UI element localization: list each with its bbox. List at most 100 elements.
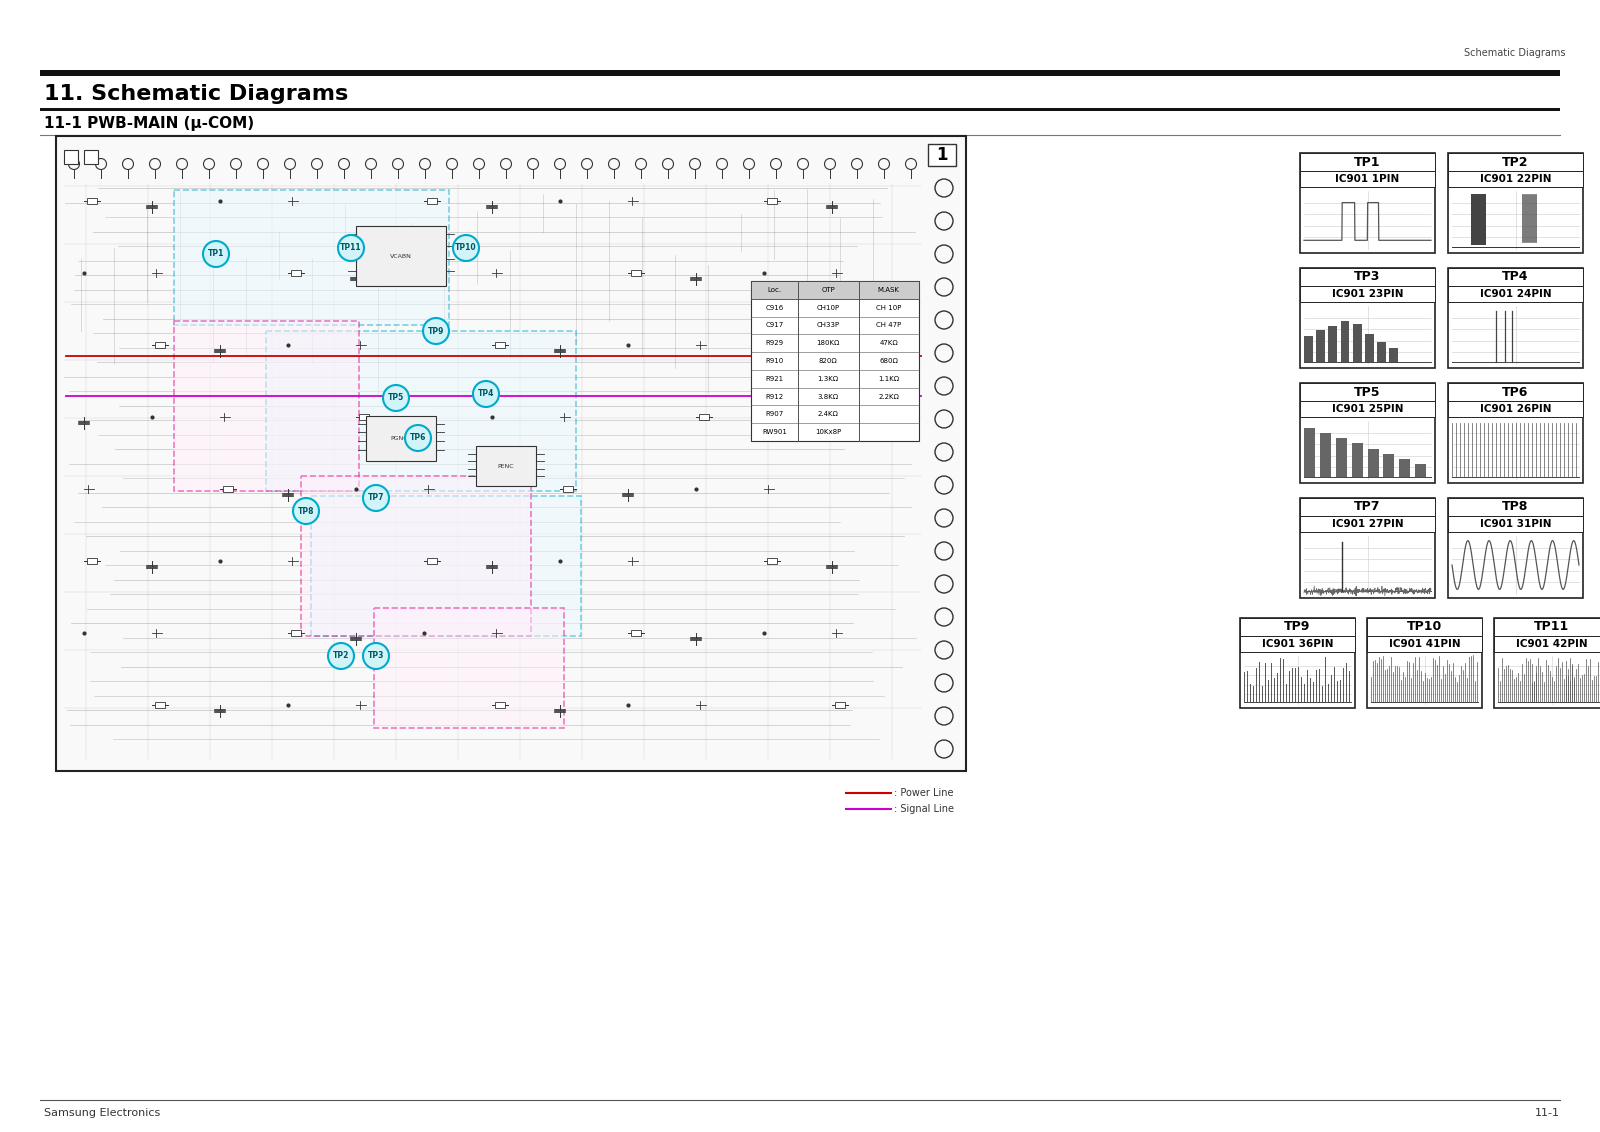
Bar bbox=[1448, 153, 1582, 171]
Bar bbox=[1448, 516, 1582, 532]
Bar bbox=[40, 108, 1560, 111]
Text: TP7: TP7 bbox=[1354, 500, 1381, 514]
Text: R907: R907 bbox=[765, 411, 784, 418]
Bar bbox=[1341, 321, 1349, 362]
Bar bbox=[835, 702, 845, 708]
Circle shape bbox=[453, 235, 478, 261]
Text: 2.4KΩ: 2.4KΩ bbox=[818, 411, 838, 418]
Bar bbox=[1240, 618, 1355, 636]
Bar bbox=[155, 342, 165, 348]
Circle shape bbox=[293, 498, 318, 524]
Text: IC901 22PIN: IC901 22PIN bbox=[1480, 174, 1552, 185]
Text: IC901 1PIN: IC901 1PIN bbox=[1336, 174, 1400, 185]
Text: IC901 31PIN: IC901 31PIN bbox=[1480, 518, 1552, 529]
Bar bbox=[86, 198, 98, 204]
Bar bbox=[1448, 171, 1582, 187]
Text: CH33P: CH33P bbox=[816, 323, 840, 328]
Bar bbox=[291, 271, 301, 276]
Bar bbox=[1299, 153, 1435, 171]
Text: TP7: TP7 bbox=[368, 494, 384, 503]
Text: R910: R910 bbox=[765, 358, 784, 365]
Bar bbox=[1448, 498, 1582, 516]
Circle shape bbox=[203, 241, 229, 267]
Bar bbox=[355, 226, 446, 286]
Text: 680Ω: 680Ω bbox=[880, 358, 898, 365]
Circle shape bbox=[363, 643, 389, 669]
Text: IC901 27PIN: IC901 27PIN bbox=[1331, 518, 1403, 529]
Text: : Signal Line: : Signal Line bbox=[894, 804, 954, 814]
Bar bbox=[1328, 326, 1338, 362]
Text: C916: C916 bbox=[765, 305, 784, 310]
Bar bbox=[83, 151, 98, 164]
Bar bbox=[86, 558, 98, 564]
Bar bbox=[750, 281, 918, 441]
Bar bbox=[1366, 636, 1482, 652]
Text: M.ASK: M.ASK bbox=[878, 286, 899, 293]
Text: TP3: TP3 bbox=[1354, 271, 1381, 283]
Bar bbox=[1378, 342, 1386, 362]
Bar bbox=[630, 631, 642, 636]
Text: 1.3KΩ: 1.3KΩ bbox=[818, 376, 838, 381]
Bar bbox=[1366, 618, 1482, 708]
Bar bbox=[1384, 454, 1395, 477]
Text: C917: C917 bbox=[765, 323, 784, 328]
Bar bbox=[1299, 383, 1435, 401]
Bar bbox=[1414, 464, 1426, 477]
Bar bbox=[1448, 268, 1582, 286]
Text: TP8: TP8 bbox=[1502, 500, 1528, 514]
Bar bbox=[64, 151, 78, 164]
Bar bbox=[1368, 448, 1379, 477]
Bar bbox=[310, 496, 581, 636]
Bar bbox=[563, 486, 573, 492]
Circle shape bbox=[338, 235, 365, 261]
Bar bbox=[174, 190, 450, 325]
Bar bbox=[40, 70, 1560, 76]
Text: TP3: TP3 bbox=[368, 652, 384, 660]
Text: CH 47P: CH 47P bbox=[877, 323, 901, 328]
Text: 11-1 PWB-MAIN (μ-COM): 11-1 PWB-MAIN (μ-COM) bbox=[45, 115, 254, 131]
Text: R912: R912 bbox=[765, 394, 784, 400]
Text: TP11: TP11 bbox=[1534, 620, 1570, 634]
Bar bbox=[1299, 286, 1435, 302]
Text: 820Ω: 820Ω bbox=[819, 358, 838, 365]
Bar bbox=[1240, 618, 1355, 708]
Bar bbox=[766, 558, 778, 564]
Text: 2.2KΩ: 2.2KΩ bbox=[878, 394, 899, 400]
Text: 47KΩ: 47KΩ bbox=[880, 341, 898, 346]
Text: IC901 26PIN: IC901 26PIN bbox=[1480, 404, 1552, 414]
Text: Schematic Diagrams: Schematic Diagrams bbox=[1464, 48, 1565, 58]
Text: R929: R929 bbox=[765, 341, 784, 346]
Bar bbox=[1352, 444, 1363, 477]
Bar bbox=[1299, 498, 1435, 516]
Bar bbox=[427, 558, 437, 564]
Text: PGNCE: PGNCE bbox=[390, 436, 411, 441]
Text: 11-1: 11-1 bbox=[1534, 1108, 1560, 1118]
Circle shape bbox=[363, 484, 389, 511]
Text: TP9: TP9 bbox=[1285, 620, 1310, 634]
Bar bbox=[1299, 401, 1435, 417]
Bar bbox=[1304, 336, 1314, 362]
Text: 11. Schematic Diagrams: 11. Schematic Diagrams bbox=[45, 84, 349, 104]
Bar bbox=[494, 342, 506, 348]
Text: TP11: TP11 bbox=[341, 243, 362, 252]
Bar bbox=[374, 608, 563, 728]
Bar bbox=[266, 331, 576, 491]
Bar bbox=[477, 446, 536, 486]
Text: CH10P: CH10P bbox=[816, 305, 840, 310]
Bar bbox=[1448, 498, 1582, 598]
Bar bbox=[56, 136, 966, 771]
Bar bbox=[1400, 458, 1410, 477]
Bar bbox=[630, 271, 642, 276]
Bar bbox=[358, 414, 370, 420]
Bar bbox=[1494, 618, 1600, 708]
Text: 1: 1 bbox=[936, 146, 947, 164]
Bar bbox=[155, 702, 165, 708]
Text: TP8: TP8 bbox=[298, 506, 314, 515]
Text: Loc.: Loc. bbox=[768, 286, 781, 293]
Bar bbox=[1389, 348, 1398, 362]
Bar bbox=[1494, 618, 1600, 636]
Bar bbox=[1299, 153, 1435, 252]
Text: : Power Line: : Power Line bbox=[894, 788, 954, 798]
Bar bbox=[1470, 194, 1486, 245]
Bar bbox=[1448, 383, 1582, 401]
